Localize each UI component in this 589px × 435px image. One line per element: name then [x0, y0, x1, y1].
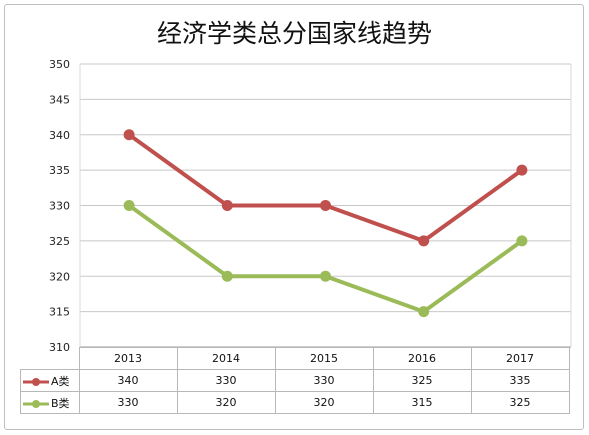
data-point	[418, 235, 430, 247]
legend-marker-a	[23, 377, 49, 386]
data-point	[320, 270, 331, 282]
data-point	[123, 129, 135, 141]
series-lines	[123, 129, 528, 318]
series-line-a	[127, 133, 524, 243]
data-table: 2013 2014 2015 2016 2017 A类 340 330 330 …	[20, 347, 570, 414]
data-table-row-b: B类 330 320 320 315 325	[20, 391, 570, 414]
y-tick-label: 350	[49, 58, 70, 71]
y-tick-label: 320	[49, 270, 70, 283]
legend-label-b: B类	[51, 396, 70, 410]
table-cell: 325	[372, 369, 472, 392]
data-point	[516, 235, 528, 247]
y-tick-label: 335	[49, 164, 70, 177]
y-tick-label: 325	[49, 235, 70, 248]
legend-entry-a: A类	[20, 369, 80, 392]
category-label: 2013	[78, 347, 178, 370]
y-tick-label: 345	[49, 93, 70, 106]
chart-frame	[4, 4, 584, 430]
table-cell: 335	[470, 369, 570, 392]
data-table-corner	[20, 347, 80, 370]
data-point	[123, 200, 135, 211]
table-cell: 320	[176, 391, 276, 414]
y-tick-label: 330	[49, 200, 70, 213]
legend-marker-b	[23, 399, 49, 408]
data-point	[221, 270, 233, 282]
y-tick-label: 340	[49, 129, 70, 142]
table-cell: 330	[176, 369, 276, 392]
table-cell: 340	[78, 369, 178, 392]
data-point	[418, 306, 430, 318]
y-tick-label: 315	[49, 306, 70, 319]
table-cell: 325	[470, 391, 570, 414]
category-label: 2016	[372, 347, 472, 370]
data-table-header-row: 2013 2014 2015 2016 2017	[20, 347, 570, 370]
data-table-row-a: A类 340 330 330 325 335	[20, 369, 570, 392]
data-point	[221, 200, 233, 211]
category-label: 2017	[470, 347, 570, 370]
data-point	[320, 200, 331, 211]
category-label: 2015	[274, 347, 374, 370]
series-line-b	[127, 203, 524, 314]
legend-entry-b: B类	[20, 391, 80, 414]
table-cell: 330	[274, 369, 374, 392]
legend-label-a: A类	[51, 374, 70, 388]
chart-title: 经济学类总分国家线趋势	[156, 19, 432, 48]
table-cell: 330	[78, 391, 178, 414]
table-cell: 320	[274, 391, 374, 414]
data-point	[516, 164, 528, 176]
category-label: 2014	[176, 347, 276, 370]
table-cell: 315	[372, 391, 472, 414]
